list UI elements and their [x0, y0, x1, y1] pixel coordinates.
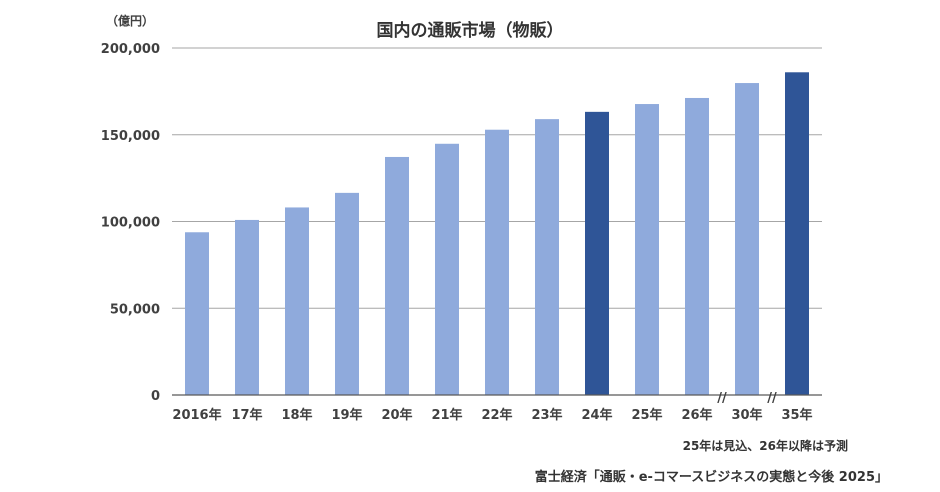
x-tick-label: 20年: [381, 407, 412, 423]
x-tick-label: 19年: [331, 407, 362, 423]
source-credit: 富士経済「通販・e-コマースビジネスの実態と今後 2025」: [534, 470, 888, 485]
bar: [385, 156, 409, 395]
bar: [485, 129, 509, 395]
bar: [285, 207, 309, 395]
y-tick-label: 0: [151, 389, 160, 404]
bar: [435, 143, 459, 395]
bar: [185, 232, 209, 395]
forecast-note: 25年は見込、26年以降は予測: [682, 439, 848, 453]
x-tick-label: 24年: [581, 407, 612, 423]
bar: [235, 219, 259, 395]
bar: [635, 104, 659, 395]
y-axis-unit-label: （億円）: [106, 14, 155, 28]
y-tick-label: 100,000: [101, 216, 160, 231]
x-tick-label: 35年: [781, 407, 812, 423]
bar: [335, 192, 359, 395]
chart-title: 国内の通販市場（物販）: [376, 21, 564, 41]
bar: [585, 111, 609, 396]
x-tick-label: 21年: [431, 407, 462, 423]
x-tick-label: 17年: [231, 407, 262, 423]
x-tick-label: 2016年: [172, 407, 221, 423]
axis-break-mark: //: [767, 391, 777, 406]
x-tick-label: 26年: [681, 407, 712, 423]
x-tick-label: 22年: [481, 407, 512, 423]
bar: [735, 83, 759, 395]
bar: [785, 72, 809, 395]
bar: [685, 97, 709, 395]
x-tick-label: 18年: [281, 407, 312, 423]
y-tick-label: 50,000: [110, 302, 160, 317]
bar: [535, 119, 559, 395]
axis-break-mark: //: [717, 391, 727, 406]
x-tick-label: 23年: [531, 407, 562, 423]
y-tick-label: 150,000: [101, 129, 160, 144]
x-tick-label: 25年: [631, 407, 662, 423]
y-tick-label: 200,000: [101, 42, 160, 57]
x-tick-label: 30年: [731, 407, 762, 423]
